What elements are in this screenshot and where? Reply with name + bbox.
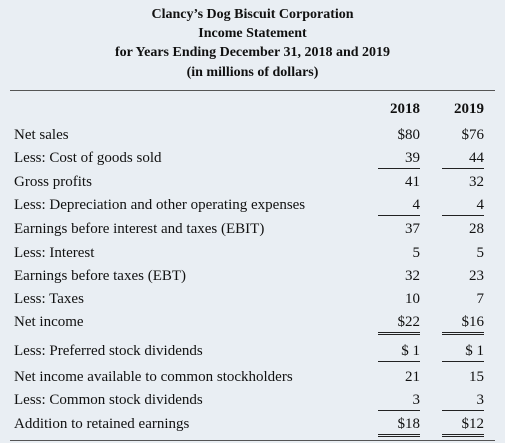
table-row: Gross profits 41 32 (0, 172, 505, 192)
table-row: Earnings before interest and taxes (EBIT… (0, 219, 505, 239)
table-row: Less: Interest 5 5 (0, 243, 505, 263)
header-rule (10, 90, 495, 91)
value-2019: $16 (442, 312, 484, 335)
row-label: Less: Interest (14, 245, 95, 261)
column-header: 2019 (454, 101, 484, 117)
row-label: Less: Depreciation and other operating e… (14, 197, 306, 213)
value-2018: 39 (378, 148, 420, 169)
table-row: Less: Cost of goods sold 39 44 (0, 148, 505, 169)
value-2019: 15 (469, 369, 484, 385)
value-2019: $12 (442, 414, 484, 437)
table-row: Net income available to common stockhold… (0, 367, 505, 387)
value-2018: 21 (405, 369, 420, 385)
value-2019: 23 (469, 268, 484, 284)
value-2019: $76 (461, 127, 485, 143)
value-2018: 32 (405, 268, 420, 284)
value-2018: 4 (378, 195, 420, 216)
table-row: Earnings before taxes (EBT) 32 23 (0, 266, 505, 286)
value-2018: $18 (378, 414, 420, 437)
value-2018: $80 (397, 127, 421, 143)
table-row: Less: Common stock dividends 3 3 (0, 390, 505, 411)
row-label: Earnings before taxes (EBT) (14, 268, 187, 284)
value-2019: 7 (476, 291, 485, 307)
row-label: Gross profits (14, 174, 92, 190)
value-2019: 3 (442, 390, 484, 411)
column-header: 2018 (390, 101, 420, 117)
value-2019: 32 (469, 174, 484, 190)
table-row: Less: Taxes 10 7 (0, 289, 505, 309)
row-label: Net sales (14, 127, 69, 143)
table-row: Net sales $80 $76 (0, 125, 505, 145)
statement-units: (in millions of dollars) (186, 65, 319, 80)
row-label: Net income (14, 314, 84, 330)
value-2019: 5 (476, 245, 485, 261)
value-2018: $22 (378, 312, 420, 335)
table-row: Less: Preferred stock dividends $ 1 $ 1 (0, 341, 505, 362)
table-row: Net income $22 $16 (0, 312, 505, 335)
statement-title: Income Statement (198, 26, 307, 41)
value-2019: 4 (442, 195, 484, 216)
value-2018: 37 (405, 221, 420, 237)
statement-period: for Years Ending December 31, 2018 and 2… (114, 45, 391, 60)
value-2019: 28 (469, 221, 484, 237)
value-2018: 10 (405, 291, 420, 307)
row-label: Less: Taxes (14, 291, 84, 307)
value-2019: 44 (442, 148, 484, 169)
value-2018: $ 1 (378, 341, 420, 362)
table-row: Addition to retained earnings $18 $12 (0, 414, 505, 437)
value-2018: 5 (412, 245, 421, 261)
value-2019: $ 1 (442, 341, 484, 362)
value-2018: 3 (378, 390, 420, 411)
row-label: Addition to retained earnings (14, 416, 190, 432)
company-name: Clancy’s Dog Biscuit Corporation (151, 7, 354, 22)
row-label: Net income available to common stockhold… (14, 369, 293, 385)
value-2018: 41 (405, 174, 420, 190)
table-row: Less: Depreciation and other operating e… (0, 195, 505, 216)
row-label: Less: Cost of goods sold (14, 150, 162, 166)
row-label: Less: Common stock dividends (14, 392, 203, 408)
row-label: Earnings before interest and taxes (EBIT… (14, 221, 265, 237)
row-label: Less: Preferred stock dividends (14, 343, 203, 359)
bottom-rule (10, 440, 495, 441)
